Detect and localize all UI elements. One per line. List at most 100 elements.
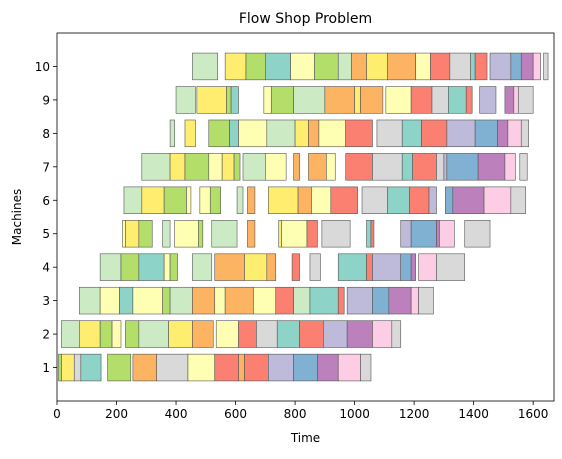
- task-bar-m5-1: [122, 220, 126, 248]
- task-bar-m5-4: [162, 220, 171, 248]
- task-bar-m8-14: [446, 119, 476, 148]
- task-bar-m4-2: [120, 253, 140, 281]
- task-bar-m8-13: [421, 119, 448, 148]
- task-bar-m6-17: [445, 186, 454, 214]
- task-bar-m4-4: [163, 253, 171, 281]
- task-bar-m6-19: [483, 186, 512, 214]
- task-bar-m9-13: [431, 86, 449, 114]
- task-bar-m1-7: [156, 353, 189, 382]
- task-bar-m7-13: [372, 153, 403, 181]
- task-bar-m9-3: [226, 86, 232, 114]
- task-bar-m5-17: [436, 220, 440, 248]
- task-bar-m4-11: [309, 253, 321, 281]
- task-bar-m6-14: [387, 186, 410, 214]
- task-bar-m1-12: [267, 353, 294, 382]
- task-bar-m6-18: [452, 186, 485, 214]
- task-bar-m4-8: [244, 253, 268, 281]
- task-bar-m9-1: [175, 86, 196, 114]
- task-bar-m5-5: [174, 220, 199, 248]
- task-bar-m6-8: [247, 186, 256, 214]
- task-bar-m4-12: [337, 253, 367, 281]
- task-bar-m2-3: [99, 320, 113, 348]
- task-bar-m4-9: [266, 253, 277, 281]
- task-bar-m1-2: [61, 353, 75, 382]
- task-bar-m4-17: [418, 253, 437, 281]
- task-bar-m7-14: [401, 153, 413, 181]
- task-bar-m4-6: [192, 253, 213, 281]
- x-axis-ticks: 0 200 400 600 800 1000 1200 1400 1600: [53, 401, 548, 421]
- task-bar-m1-6: [132, 353, 157, 382]
- task-bar-m7-9: [293, 153, 300, 181]
- task-bar-m7-19: [477, 153, 506, 181]
- task-bar-m6-10: [297, 186, 312, 214]
- task-bar-m5-2: [125, 220, 140, 248]
- task-bar-m9-12: [410, 86, 433, 114]
- task-bar-m3-2: [99, 286, 120, 315]
- task-bar-m9-2: [196, 86, 227, 114]
- task-bar-m3-15: [346, 286, 373, 315]
- task-bar-m3-3: [119, 286, 134, 315]
- task-bar-m8-8: [308, 119, 320, 148]
- task-bar-m3-12: [293, 286, 311, 315]
- y-axis-ticks: 1 2 3 4 5 6 7 8 9 10: [35, 60, 57, 375]
- task-bar-m10-19: [532, 52, 541, 81]
- task-bar-m2-12: [276, 320, 300, 348]
- task-bar-m3-16: [372, 286, 390, 315]
- task-bar-m6-7: [236, 186, 244, 214]
- task-bar-m2-14: [323, 320, 348, 348]
- x-tick-label-600: 600: [224, 407, 247, 421]
- task-bar-m3-7: [192, 286, 216, 315]
- task-bar-m7-5: [221, 153, 235, 181]
- task-bar-m5-7: [211, 220, 238, 248]
- task-bar-m9-14: [448, 86, 467, 114]
- task-bar-m7-3: [184, 153, 210, 181]
- y-tick-label-6: 6: [42, 194, 50, 208]
- task-bar-m9-4: [230, 86, 239, 114]
- task-bar-m6-15: [409, 186, 430, 214]
- task-bar-m8-9: [318, 119, 346, 148]
- task-bar-m1-8: [187, 353, 216, 382]
- task-bar-m3-5: [162, 286, 171, 315]
- machine-row-8: [169, 119, 530, 148]
- task-bar-m4-1: [99, 253, 122, 281]
- x-tick-label-400: 400: [165, 407, 188, 421]
- task-bar-m1-1: [58, 353, 62, 382]
- task-bar-m8-12: [401, 119, 422, 148]
- y-tick-label-1: 1: [42, 361, 50, 375]
- x-tick-label-1600: 1600: [518, 407, 549, 421]
- machine-row-7: [141, 153, 528, 181]
- task-bar-m2-1: [61, 320, 80, 348]
- task-bar-m3-13: [309, 286, 339, 315]
- machine-row-6: [123, 186, 527, 214]
- y-tick-label-5: 5: [42, 227, 50, 241]
- task-bar-m5-3: [138, 220, 153, 248]
- task-bar-m10-3: [245, 52, 266, 81]
- task-bar-m2-2: [79, 320, 101, 348]
- x-tick-label-200: 200: [105, 407, 128, 421]
- task-bar-m8-1: [169, 119, 175, 148]
- task-bar-m1-15: [337, 353, 361, 382]
- chart-title: Flow Shop Problem: [239, 11, 372, 27]
- y-tick-label-8: 8: [42, 127, 50, 141]
- task-bar-m8-17: [507, 119, 522, 148]
- task-bar-m1-3: [73, 353, 82, 382]
- task-bar-m10-15: [474, 52, 488, 81]
- task-bar-m3-9: [224, 286, 254, 315]
- task-bar-m2-5: [125, 320, 140, 348]
- task-bar-m7-16: [436, 153, 445, 181]
- task-bar-m7-18: [446, 153, 479, 181]
- task-bar-m2-15: [346, 320, 373, 348]
- task-bar-m2-7: [168, 320, 193, 348]
- task-bar-m1-11: [244, 353, 269, 382]
- task-bar-m8-16: [497, 119, 509, 148]
- machine-row-1: [58, 353, 372, 382]
- task-bar-m4-3: [138, 253, 165, 281]
- task-bar-m1-5: [107, 353, 132, 382]
- task-bar-m4-16: [410, 253, 416, 281]
- y-tick-label-10: 10: [35, 60, 50, 74]
- y-tick-label-3: 3: [42, 294, 50, 308]
- task-bar-m10-8: [351, 52, 367, 81]
- task-bar-m7-20: [504, 153, 516, 181]
- task-bar-m8-11: [376, 119, 403, 148]
